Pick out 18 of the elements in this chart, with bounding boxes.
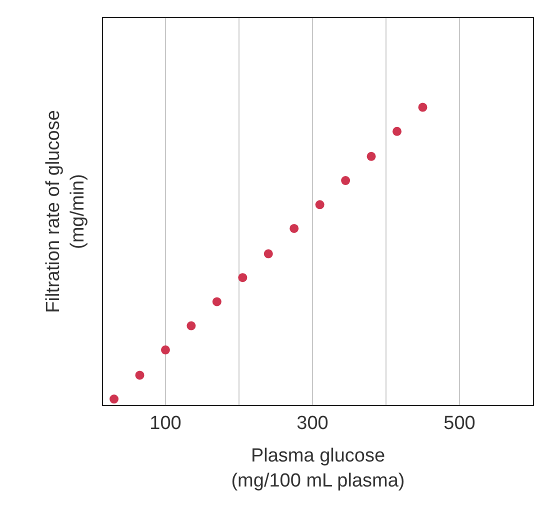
- x-tick-label: 300: [296, 412, 328, 434]
- point: [238, 273, 248, 282]
- point: [366, 152, 376, 161]
- point: [135, 370, 144, 380]
- point: [392, 126, 402, 136]
- x-tick-label: 100: [150, 412, 182, 434]
- point: [418, 102, 428, 112]
- point: [315, 200, 324, 210]
- point: [341, 176, 350, 186]
- x-axis-title: Plasma glucose (mg/100 mL plasma): [231, 446, 405, 492]
- point: [264, 249, 273, 258]
- x-tick-label: 500: [444, 412, 476, 434]
- point: [186, 321, 196, 330]
- point: [290, 224, 299, 233]
- point: [212, 297, 222, 306]
- point: [110, 394, 119, 404]
- y-axis-title: Filtration rate of glucose (mg/min): [43, 110, 89, 313]
- point: [160, 345, 170, 354]
